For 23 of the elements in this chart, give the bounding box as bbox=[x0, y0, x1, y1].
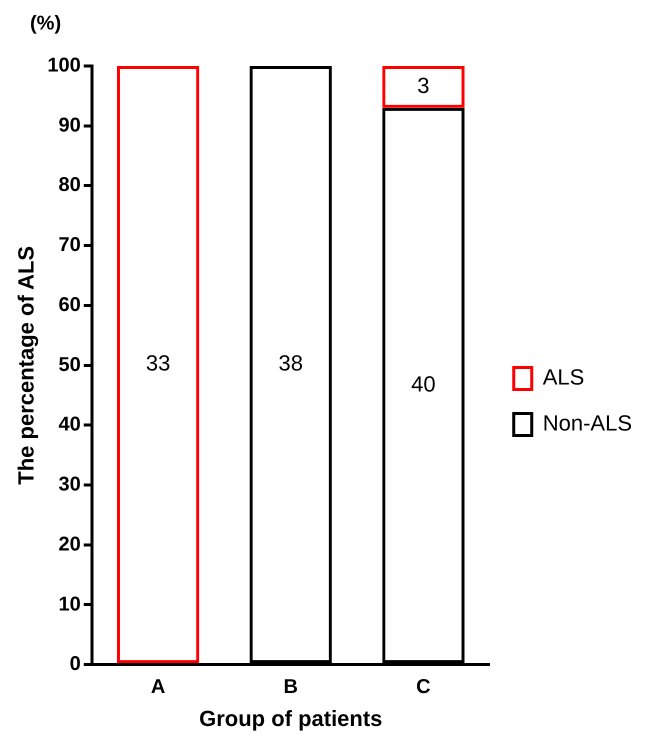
annotation: 40 bbox=[411, 372, 436, 397]
legend-label: Non-ALS bbox=[542, 410, 632, 436]
legend-label: ALS bbox=[542, 364, 584, 390]
y-tick-label: 70 bbox=[58, 234, 81, 256]
y-tick-label: 0 bbox=[70, 653, 81, 676]
y-tick-label: 80 bbox=[58, 174, 81, 196]
y-tick-label: 60 bbox=[58, 294, 81, 316]
y-tick-label: 30 bbox=[58, 474, 81, 496]
y-tick-label: 20 bbox=[58, 533, 81, 556]
y-axis-title: The percentage of ALS bbox=[13, 246, 38, 485]
x-tick-label: B bbox=[284, 676, 298, 698]
y-tick-label: 90 bbox=[58, 114, 81, 136]
y-tick-label: 40 bbox=[58, 414, 81, 436]
y-tick-label: 10 bbox=[58, 593, 81, 616]
annotation: 33 bbox=[146, 350, 170, 376]
annotation: 3 bbox=[417, 73, 430, 98]
annotation: 38 bbox=[278, 350, 303, 376]
text: (%) bbox=[30, 12, 62, 35]
y-tick-label: 50 bbox=[58, 354, 81, 376]
x-axis-title: Group of patients bbox=[199, 706, 382, 731]
x-tick-label: A bbox=[150, 676, 166, 698]
x-tick-label: C bbox=[416, 676, 431, 698]
y-tick-label: 100 bbox=[47, 54, 81, 77]
